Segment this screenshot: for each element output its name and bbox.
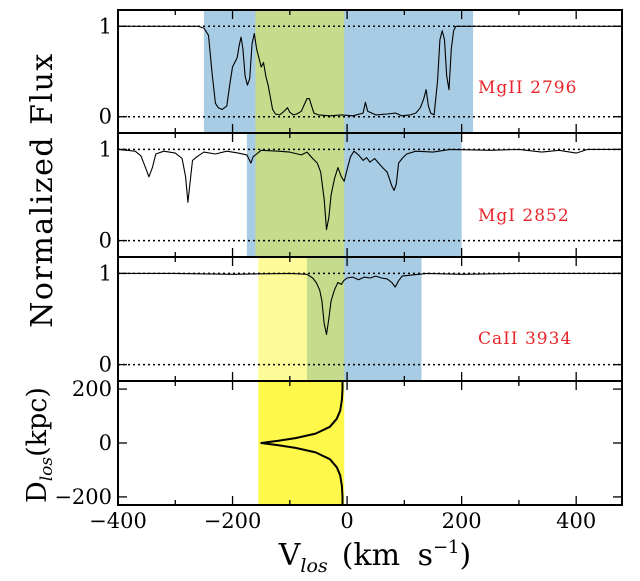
dist-ylabel-unit: (kpc) — [22, 387, 53, 457]
shaded-region-yellow — [258, 381, 345, 505]
x-tick-label: 200 — [442, 509, 482, 533]
panel-1: 0 1 MgII 2796 — [99, 9, 623, 134]
x-tick-label: −200 — [204, 509, 262, 533]
y-tick-label: 1 — [99, 14, 112, 38]
y-tick-label: 1 — [99, 137, 112, 161]
dist-ylabel-sub: los — [37, 457, 57, 482]
y-tick-label: 0 — [99, 353, 112, 377]
flux-spectrum — [118, 25, 622, 117]
velocity-xlabel-close: ) — [460, 538, 472, 573]
panel-frame — [117, 380, 623, 506]
shaded-region-green — [255, 10, 345, 133]
y-tick-label: 200 — [72, 377, 112, 401]
ion-label: MgI 2852 — [478, 206, 570, 226]
y-tick-label: −200 — [54, 485, 112, 509]
dist-ylabel: Dlos(kpc) — [22, 387, 57, 503]
flux-ylabel: Normalized Flux — [25, 52, 60, 328]
x-tick-label: 0 — [340, 509, 353, 533]
velocity-xlabel-main: V — [278, 538, 302, 573]
flux-spectrum — [118, 272, 622, 336]
x-tick-label: 400 — [556, 509, 596, 533]
velocity-xlabel-exp: −1 — [433, 537, 460, 558]
y-tick-label: 0 — [99, 431, 112, 455]
shaded-region-green — [307, 257, 345, 381]
velocity-xlabel: Vlos (km s−1) — [278, 537, 471, 577]
shaded-region-light_yellow — [258, 257, 307, 381]
panel-2: 0 1 MgI 2852 — [99, 132, 623, 258]
flux-spectrum — [117, 148, 622, 231]
y-tick-label: 0 — [99, 105, 112, 129]
ion-label: MgII 2796 — [478, 78, 577, 98]
distance-curve — [260, 381, 344, 505]
x-tick-label: −400 — [89, 509, 147, 533]
y-tick-label: 0 — [99, 229, 112, 253]
velocity-xlabel-unit: (km s — [342, 538, 433, 573]
y-tick-label: 1 — [99, 261, 112, 285]
ion-label: CaII 3934 — [478, 329, 572, 349]
shaded-region-green — [255, 133, 345, 257]
dist-ylabel-main: D — [22, 481, 53, 503]
panel-3: 0 1 CaII 3934 — [99, 256, 623, 382]
velocity-xlabel-sub: los — [300, 555, 328, 577]
